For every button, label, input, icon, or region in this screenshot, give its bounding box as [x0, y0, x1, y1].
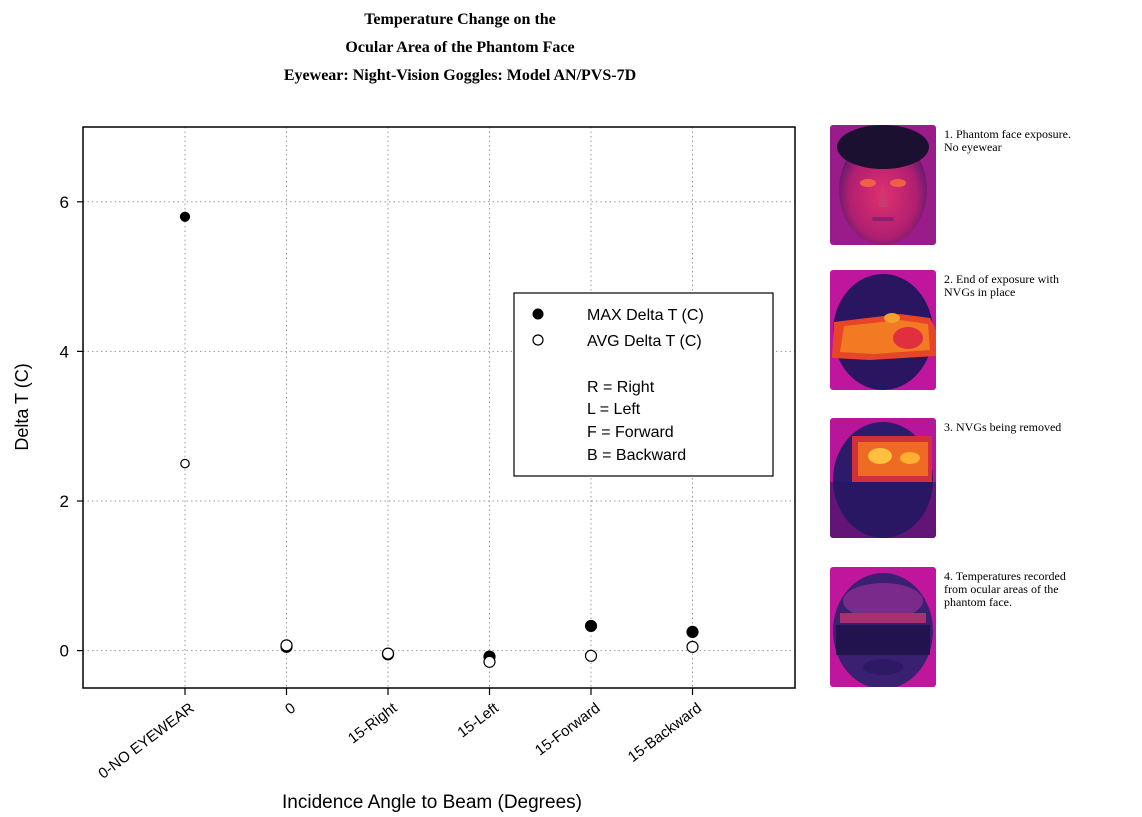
legend-marker-max: [532, 308, 544, 320]
y-tick-label: 6: [60, 193, 69, 212]
avg-delta-point: [180, 458, 190, 469]
x-axis-label: Incidence Angle to Beam (Degrees): [282, 792, 582, 813]
axes: 0 2 4 6 0-NO EYEWEAR 0 15-Right 15-Left 15-Forwa…: [60, 193, 705, 783]
x-tick-label: 0-NO EYEWEAR: [95, 700, 197, 783]
legend-note-backward: B = Backward: [587, 447, 686, 464]
y-tick-label: 0: [60, 642, 69, 661]
x-tick-label: 0: [282, 700, 299, 719]
thermal-caption-4: 4. Temperatures recorded from ocular are…: [944, 569, 1066, 609]
avg-delta-point: [584, 649, 598, 662]
avg-delta-point: [280, 639, 293, 652]
legend-note-left: L = Left: [587, 401, 641, 418]
scatter-chart: 0 2 4 6 0-NO EYEWEAR 0 15-Right 15-Left 15-Forwa…: [12, 126, 796, 813]
y-tick-label: 4: [60, 342, 69, 361]
thermal-image-4: [830, 567, 936, 687]
avg-delta-point: [686, 640, 699, 653]
legend-label-avg: AVG Delta T (C): [587, 333, 702, 350]
y-tick-label: 2: [60, 492, 69, 511]
avg-delta-point: [381, 647, 395, 660]
thermal-image-2: [830, 270, 936, 390]
y-axis-label: Delta T (C): [12, 363, 32, 450]
max-delta-point: [584, 619, 598, 633]
max-delta-point: [179, 211, 191, 222]
avg-delta-point: [483, 655, 496, 668]
thermal-caption-1: 1. Phantom face exposure. No eyewear: [944, 127, 1071, 154]
x-tick-label: 15-Left: [454, 699, 502, 741]
chart-title: Temperature Change on the Ocular Area of…: [160, 6, 760, 90]
chart-title-line-2: Ocular Area of the Phantom Face: [345, 39, 575, 56]
x-tick-label: 15-Backward: [625, 700, 705, 766]
legend-note-forward: F = Forward: [587, 424, 674, 441]
chart-title-line-3: Eyewear: Night-Vision Goggles: Model AN/…: [283, 67, 637, 84]
x-tick-label: 15-Forward: [532, 700, 603, 760]
legend-label-max: MAX Delta T (C): [587, 307, 704, 324]
chart-title-line-1: Temperature Change on the: [364, 11, 556, 28]
legend: MAX Delta T (C) AVG Delta T (C) R = Righ…: [513, 292, 774, 477]
x-tick-label: 15-Right: [345, 699, 401, 747]
legend-note-right: R = Right: [587, 379, 655, 396]
legend-box: [513, 292, 774, 477]
thermal-image-1: [830, 125, 936, 245]
legend-marker-avg: [532, 334, 544, 346]
data-points: [179, 211, 699, 668]
max-delta-point: [686, 625, 699, 639]
thermal-image-3: [830, 418, 936, 538]
thermal-caption-3: 3. NVGs being removed: [944, 420, 1062, 434]
plot-frame: [82, 126, 796, 689]
thermal-caption-2: 2. End of exposure with NVGs in place: [944, 272, 1059, 299]
